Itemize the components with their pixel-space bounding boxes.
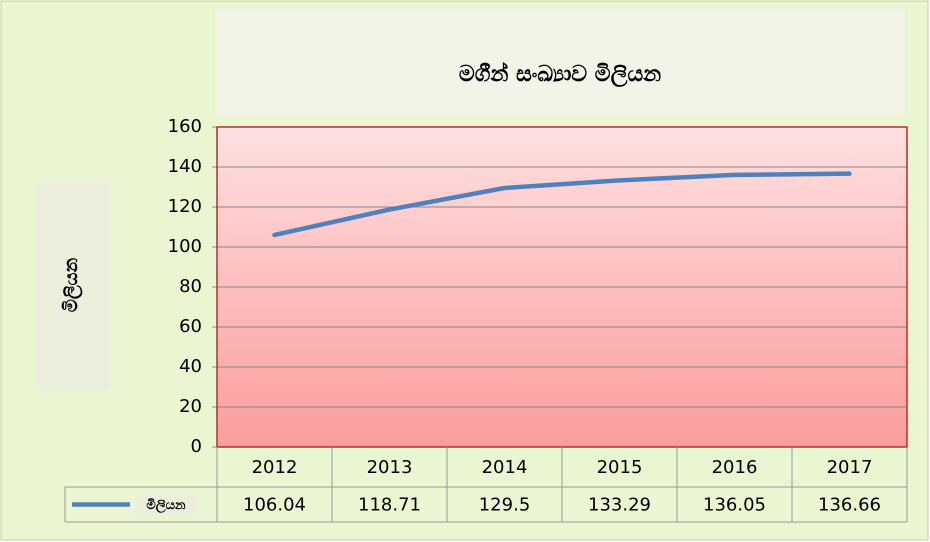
data-table-value: 129.5 [479, 495, 531, 516]
y-tick-label: 140 [168, 156, 202, 177]
y-tick-label: 60 [179, 316, 202, 337]
y-tick-label: 100 [168, 236, 202, 257]
x-tick-label: 2012 [252, 457, 298, 478]
title-box [215, 10, 905, 115]
chart-title: මගීන් සංඛ්‍යාව මිලියන [459, 61, 661, 88]
y-tick-label: 120 [168, 196, 202, 217]
y-label-box [35, 180, 110, 390]
x-tick-label: 2013 [367, 457, 413, 478]
x-tick-label: 2016 [712, 457, 758, 478]
series-line [272, 171, 852, 238]
data-table-value: 136.05 [703, 495, 766, 516]
data-table-value: 136.66 [818, 495, 881, 516]
data-table-value: 106.04 [243, 495, 306, 516]
y-tick-label: 160 [168, 116, 202, 137]
y-tick-label: 80 [179, 276, 202, 297]
data-table-value: 133.29 [588, 495, 651, 516]
data-table-value: 118.71 [358, 495, 421, 516]
y-axis-label: මිලියන [61, 257, 83, 312]
y-tick-label: 0 [191, 436, 202, 457]
x-tick-label: 2015 [597, 457, 643, 478]
legend-label-bg [135, 492, 197, 517]
x-tick-label: 2014 [482, 457, 528, 478]
y-tick-label: 20 [179, 396, 202, 417]
x-tick-label: 2017 [827, 457, 873, 478]
legend-label: මිලියන [146, 497, 186, 514]
y-tick-label: 40 [179, 356, 202, 377]
